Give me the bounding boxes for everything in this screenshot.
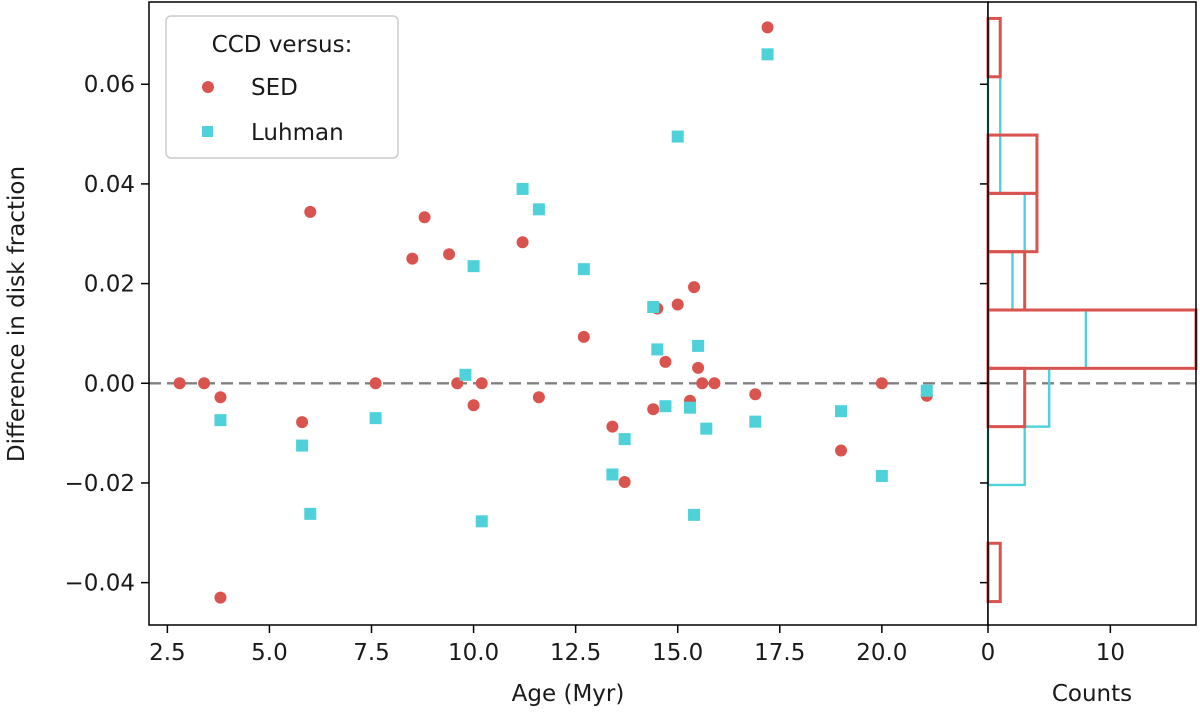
point-sed (696, 377, 709, 390)
legend-sed-label: SED (251, 75, 298, 101)
point-luhman (532, 203, 545, 216)
point-luhman (651, 343, 664, 356)
point-luhman (467, 260, 480, 273)
point-sed (692, 361, 705, 374)
point-sed (659, 355, 672, 368)
point-luhman (692, 339, 705, 352)
side-x-ticks: 0 10 (981, 625, 1125, 666)
point-luhman (296, 439, 309, 452)
point-luhman (214, 414, 227, 427)
point-sed (369, 377, 382, 390)
point-sed (749, 388, 762, 401)
side-y-ticks (980, 83, 988, 584)
point-luhman (606, 468, 619, 481)
legend-title: CCD versus: (212, 32, 353, 58)
side-x-tick-label: 10 (1096, 640, 1125, 666)
legend-sed-marker (202, 81, 214, 93)
main-y-ticks: −0.04 −0.02 0.00 0.02 0.04 0.06 (65, 72, 149, 597)
point-luhman (647, 301, 660, 314)
main-x-ticks: 2.5 5.0 7.5 10.0 12.5 15.0 17.5 20.0 (149, 625, 907, 666)
point-sed (418, 211, 431, 224)
point-sed (406, 252, 419, 265)
point-luhman (875, 469, 888, 482)
point-sed (647, 403, 660, 416)
point-sed (532, 391, 545, 404)
point-sed (875, 377, 888, 390)
point-luhman (835, 405, 848, 418)
point-luhman (920, 384, 933, 397)
y-tick-label: −0.04 (65, 571, 135, 597)
point-sed (606, 420, 619, 433)
side-x-tick-label: 0 (981, 640, 996, 666)
y-tick-label: 0.00 (84, 371, 135, 397)
side-histogram-panel: 0 10 Counts (980, 1, 1198, 707)
point-luhman (459, 368, 472, 381)
point-luhman (749, 415, 762, 428)
counts-axis-label: Counts (1052, 681, 1132, 707)
point-sed (475, 377, 488, 390)
x-tick-label: 10.0 (448, 640, 499, 666)
x-tick-label: 7.5 (353, 640, 390, 666)
point-sed (577, 330, 590, 343)
x-tick-label: 2.5 (149, 640, 186, 666)
y-tick-label: 0.06 (84, 72, 135, 98)
point-luhman (659, 400, 672, 413)
point-luhman (700, 422, 713, 435)
point-sed (214, 591, 227, 604)
y-tick-label: 0.02 (84, 272, 135, 298)
legend-box (165, 15, 399, 159)
point-luhman (304, 507, 317, 520)
point-sed (688, 281, 701, 294)
y-tick-label: 0.04 (84, 172, 135, 198)
point-sed (618, 475, 631, 488)
side-plot-border (987, 1, 1197, 626)
point-luhman (516, 182, 529, 195)
point-sed (198, 377, 211, 390)
side-plot-frame (988, 2, 1196, 625)
main-scatter-panel: 2.5 5.0 7.5 10.0 12.5 15.0 17.5 20.0 −0.04 −0.02… (4, 1, 989, 707)
x-tick-label: 17.5 (754, 640, 805, 666)
point-sed (761, 21, 774, 34)
x-tick-label: 15.0 (652, 640, 703, 666)
point-sed (708, 377, 721, 390)
point-luhman (475, 515, 488, 528)
point-sed (173, 377, 186, 390)
legend-luhman-marker (202, 126, 213, 137)
y-axis-label: Difference in disk fraction (4, 166, 30, 462)
y-tick-label: −0.02 (65, 471, 135, 497)
point-sed (304, 205, 317, 218)
x-tick-label: 12.5 (550, 640, 601, 666)
x-tick-label: 20.0 (856, 640, 907, 666)
x-tick-label: 5.0 (251, 640, 288, 666)
point-luhman (618, 433, 631, 446)
main-points (173, 21, 933, 604)
point-luhman (577, 263, 590, 276)
x-axis-label: Age (Myr) (512, 681, 625, 707)
point-sed (835, 444, 848, 457)
legend-luhman-label: Luhman (251, 120, 344, 146)
point-luhman (761, 48, 774, 61)
point-luhman (683, 401, 696, 414)
point-sed (516, 236, 529, 249)
point-sed (443, 248, 456, 261)
point-sed (671, 298, 684, 311)
point-luhman (671, 130, 684, 143)
point-sed (296, 416, 309, 429)
point-sed (467, 399, 480, 412)
legend: CCD versus: SED Luhman (165, 15, 399, 159)
point-luhman (688, 508, 701, 521)
point-luhman (369, 412, 382, 425)
point-sed (214, 391, 227, 404)
